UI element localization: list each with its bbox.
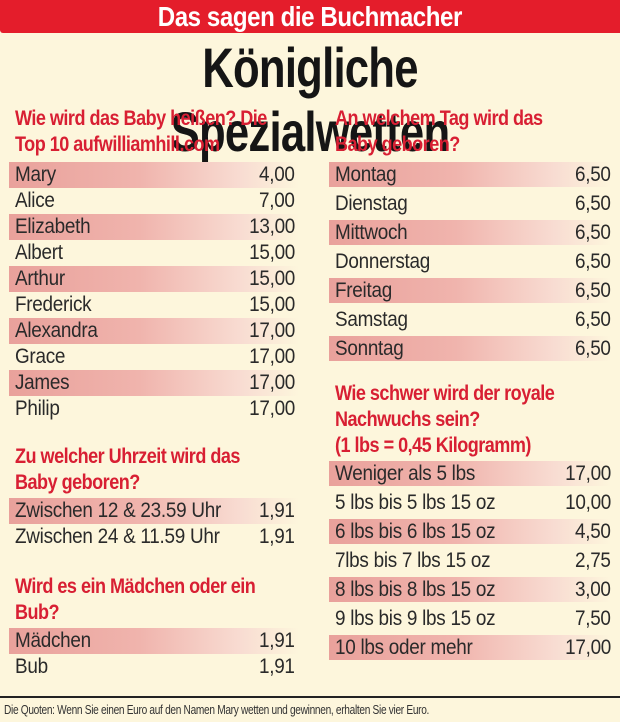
table-row: 5 lbs bis 5 lbs 15 oz 10,00 (335, 491, 611, 514)
section-weight: Wie schwer wird der royale Nachwuchs sei… (329, 381, 611, 660)
table-row: Zwischen 12 & 23.59 Uhr 1,91 (9, 498, 299, 524)
table-row: Montag 6,50 (329, 162, 611, 187)
table-row: Donnerstag 6,50 (335, 250, 611, 273)
table-row: Freitag 6,50 (329, 278, 611, 303)
question-heading: Nachwuchs sein? (335, 408, 480, 431)
page-title: Königliche Spezialwetten (0, 36, 620, 163)
odds-list-day: Montag 6,50 Dienstag 6,50 Mittwoch 6,50 Don… (329, 162, 611, 361)
question-heading: Top 10 aufwilliamhill.com (15, 133, 220, 156)
odds-list-weight: Weniger als 5 lbs 17,00 5 lbs bis 5 lbs 1… (329, 461, 611, 660)
table-row: Alice 7,00 (15, 189, 295, 212)
table-row: James 17,00 (9, 370, 299, 396)
question-heading: Zu welcher Uhrzeit wird das (15, 445, 240, 468)
odds-list-gender: Mädchen 1,91 Bub 1,91 (9, 628, 299, 680)
table-row: Albert 15,00 (15, 241, 295, 264)
table-row: Weniger als 5 lbs 17,00 (329, 461, 611, 486)
left-column: Wie wird das Baby heißen? Die Top 10 auf… (9, 106, 299, 680)
odds-list-time: Zwischen 12 & 23.59 Uhr 1,91 Zwischen 24 … (9, 498, 299, 550)
table-row: Grace 17,00 (15, 345, 295, 368)
section-birth-day: An welchem Tag wird das Baby geboren? Mo… (329, 106, 611, 361)
table-row: Frederick 15,00 (15, 293, 295, 316)
odds-list-name: Mary 4,00 Alice 7,00 Elizabeth 13,00 Albert… (9, 162, 299, 422)
question-heading: Wird es ein Mädchen oder ein (15, 575, 256, 598)
section-baby-name: Wie wird das Baby heißen? Die Top 10 auf… (9, 106, 299, 422)
headline-text: Königliche Spezialwetten (170, 36, 450, 163)
question-heading: Baby geboren? (335, 133, 460, 156)
table-row: Elizabeth 13,00 (9, 214, 299, 240)
table-row: Bub 1,91 (15, 655, 295, 678)
question-heading: An welchem Tag wird das (335, 107, 543, 130)
table-row: Mädchen 1,91 (9, 628, 299, 654)
table-row: Sonntag 6,50 (329, 336, 611, 361)
table-row: Mittwoch 6,50 (329, 220, 611, 245)
question-heading: Baby geboren? (15, 471, 140, 494)
table-row: Arthur 15,00 (9, 266, 299, 292)
table-row: Zwischen 24 & 11.59 Uhr 1,91 (15, 525, 295, 548)
question-heading: Wie wird das Baby heißen? Die (15, 107, 267, 130)
table-row: 9 lbs bis 9 lbs 15 oz 7,50 (335, 607, 611, 630)
table-row: Alexandra 17,00 (9, 318, 299, 344)
footer-text: Die Quoten: Wenn Sie einen Euro auf den … (4, 702, 430, 717)
section-birth-time: Zu welcher Uhrzeit wird das Baby geboren… (9, 444, 299, 550)
table-row: 8 lbs bis 8 lbs 15 oz 3,00 (329, 577, 611, 602)
question-heading: (1 lbs = 0,45 Kilogramm) (335, 434, 531, 457)
footer-divider (0, 696, 620, 698)
banner-title: Das sagen die Buchmacher (157, 1, 463, 32)
banner: Das sagen die Buchmacher (0, 0, 620, 33)
table-row: 6 lbs bis 6 lbs 15 oz 4,50 (329, 519, 611, 544)
table-row: Mary 4,00 (9, 162, 299, 188)
table-row: Philip 17,00 (15, 397, 295, 420)
table-row: 10 lbs oder mehr 17,00 (329, 635, 611, 660)
table-row: Samstag 6,50 (335, 308, 611, 331)
section-gender: Wird es ein Mädchen oder ein Bub? Mädche… (9, 574, 299, 680)
right-column: An welchem Tag wird das Baby geboren? Mo… (329, 106, 611, 662)
table-row: Dienstag 6,50 (335, 192, 611, 215)
table-row: 7lbs bis 7 lbs 15 oz 2,75 (335, 549, 611, 572)
question-heading: Wie schwer wird der royale (335, 382, 555, 405)
footer-note: Die Quoten: Wenn Sie einen Euro auf den … (4, 701, 620, 719)
question-heading: Bub? (15, 601, 60, 624)
